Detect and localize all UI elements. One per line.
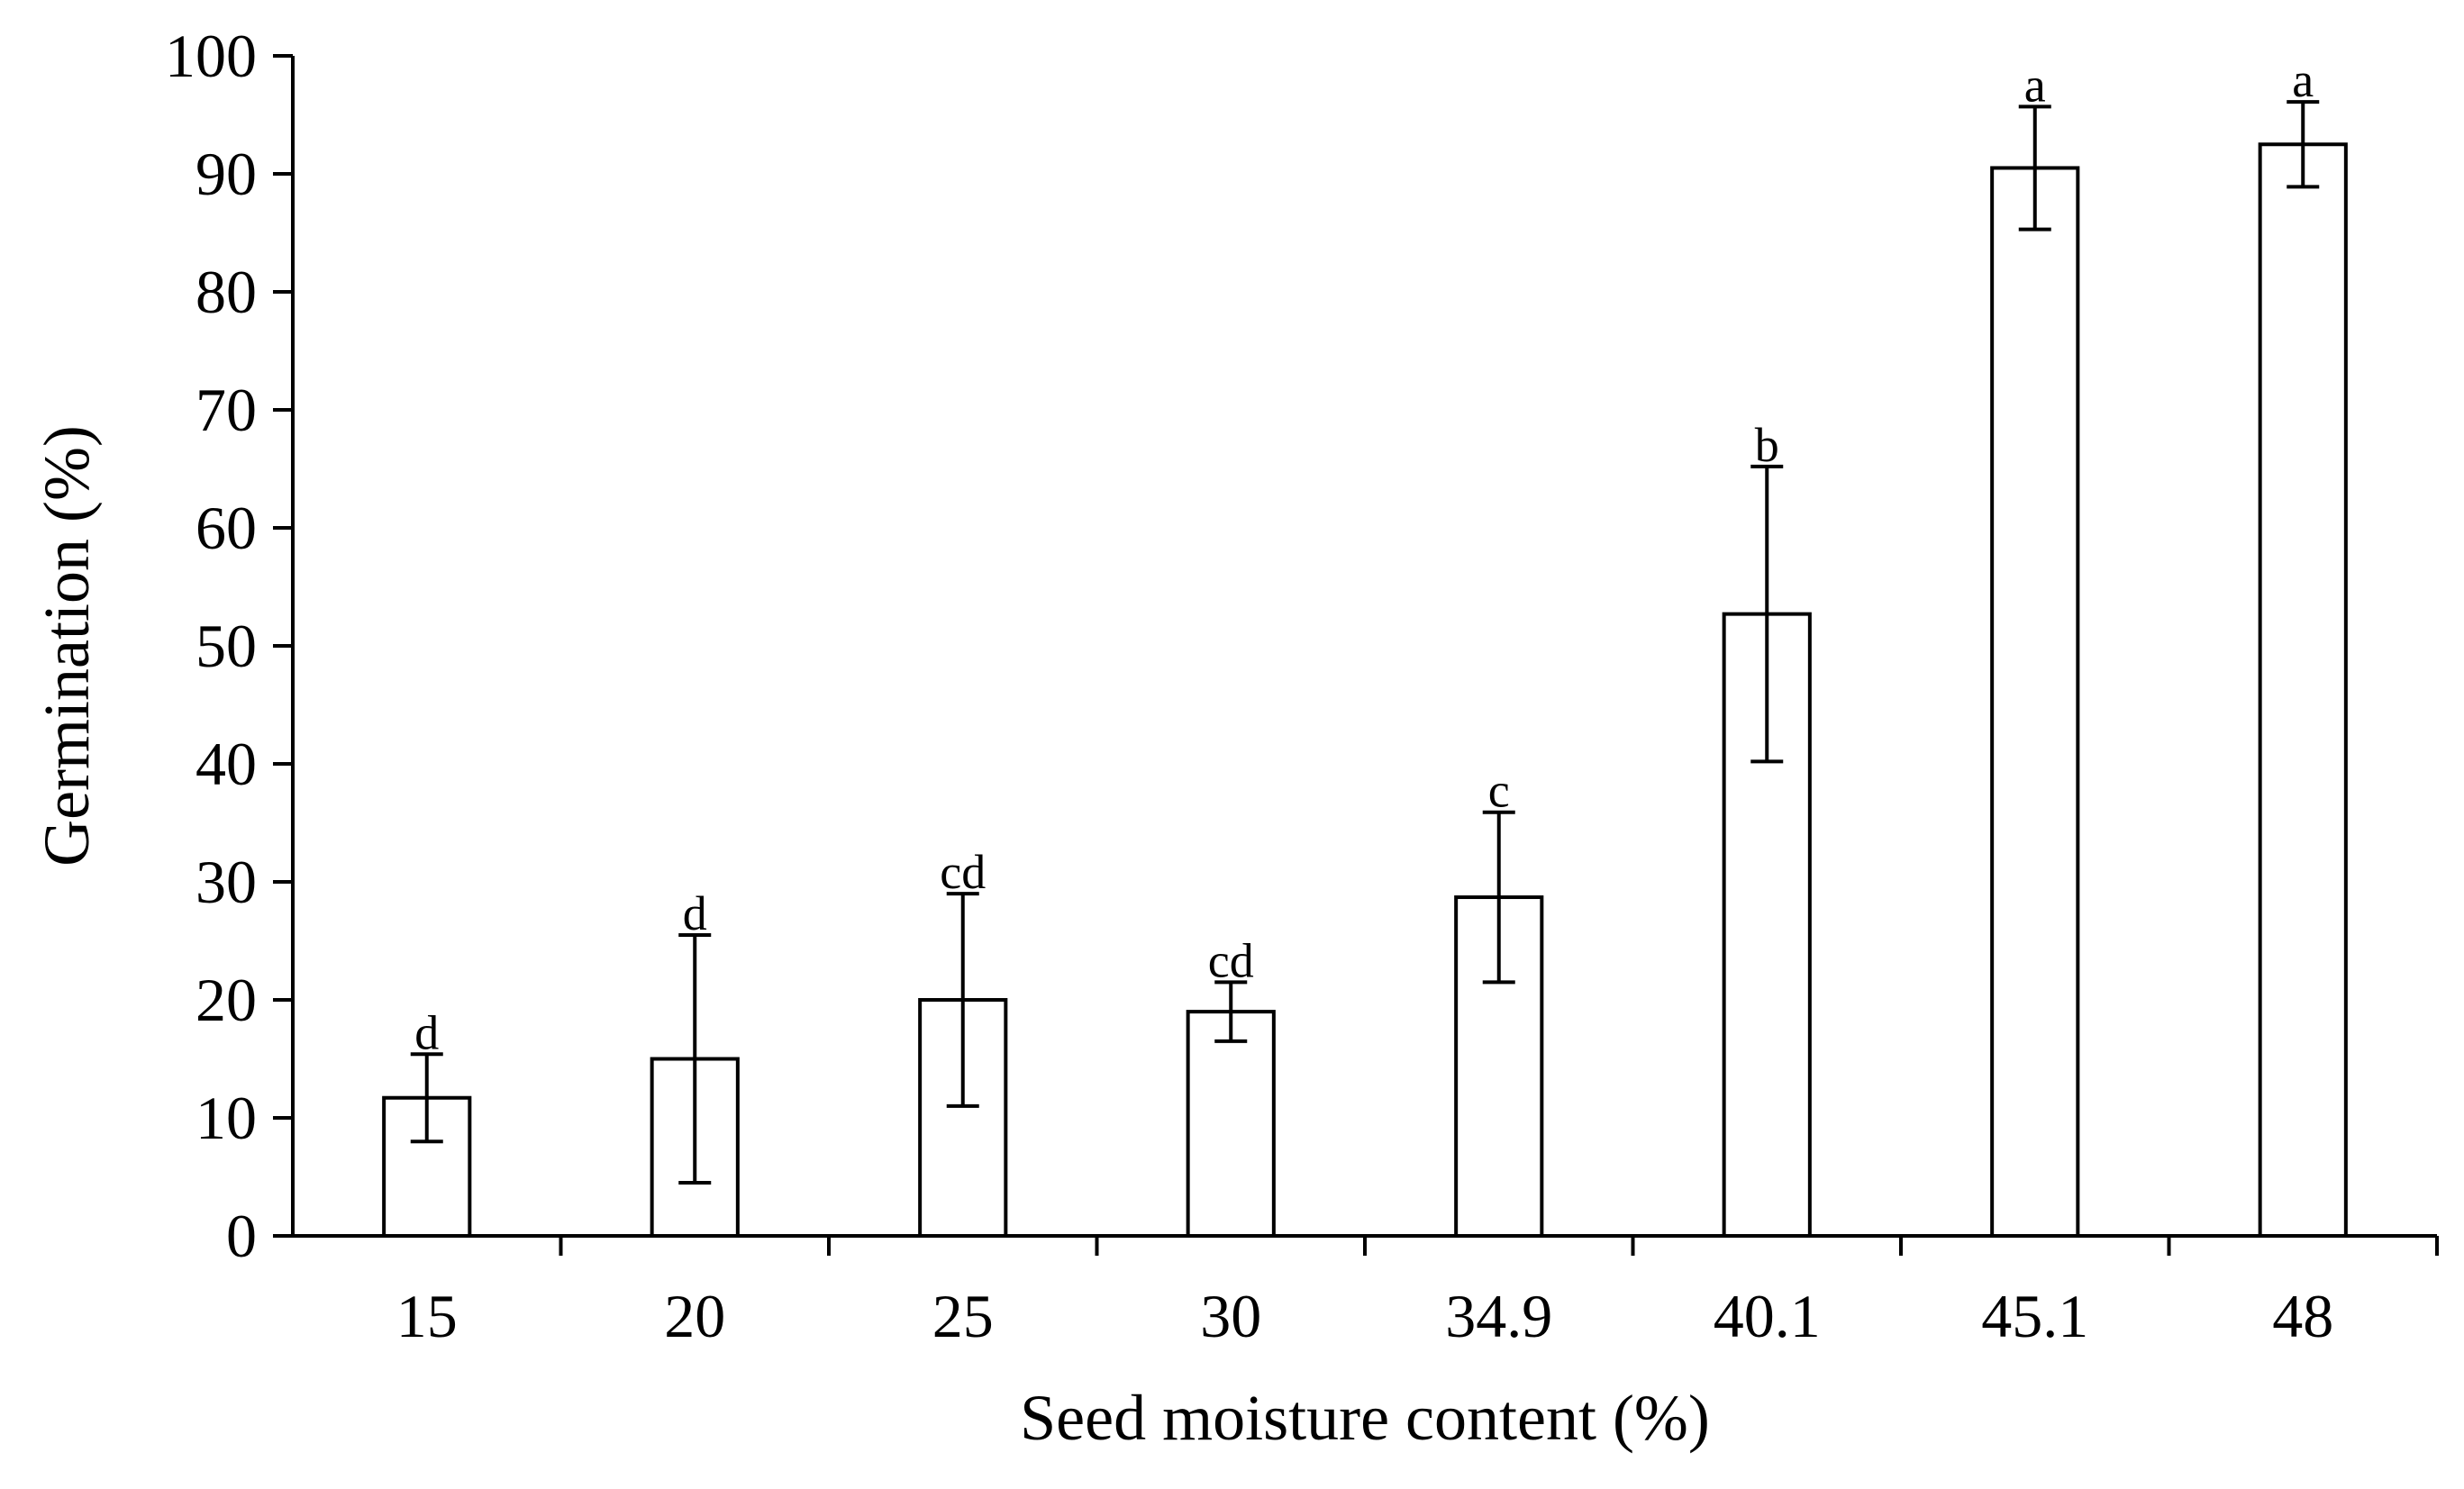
x-tick-label: 45.1	[1981, 1282, 2088, 1350]
y-tick-label: 20	[195, 966, 257, 1034]
significance-letter: c	[1488, 764, 1510, 818]
y-tick-label: 100	[165, 22, 257, 90]
significance-letter: cd	[1208, 933, 1254, 987]
x-tick-label: 48	[2272, 1282, 2333, 1350]
x-tick-label: 34.9	[1445, 1282, 1552, 1350]
x-tick-label: 25	[932, 1282, 994, 1350]
x-tick-label: 30	[1200, 1282, 1261, 1350]
y-axis-ticks: 0 10 20 30 40 50 60 70 80 90 100	[165, 22, 293, 1270]
bar	[2258, 142, 2348, 1238]
y-tick-label: 0	[226, 1202, 257, 1270]
x-axis-ticks: 15 20 25 30 34.9 40.1 45.1 48	[396, 1236, 2439, 1350]
significance-letter: d	[683, 886, 707, 940]
y-tick-label: 70	[195, 376, 257, 444]
bar	[1186, 1010, 1276, 1238]
y-tick-label: 10	[195, 1084, 257, 1152]
significance-letter: a	[2024, 58, 2046, 112]
significance-letter: a	[2292, 53, 2314, 107]
x-axis-title: Seed moisture content (%)	[1020, 1382, 1710, 1454]
significance-letter: cd	[940, 845, 986, 899]
bar	[1990, 166, 2080, 1239]
y-tick-label: 30	[195, 848, 257, 916]
y-axis-title: Germination (%)	[31, 425, 103, 867]
significance-letter: d	[414, 1005, 439, 1059]
y-tick-label: 90	[195, 140, 257, 208]
y-tick-label: 80	[195, 258, 257, 326]
axes-group	[291, 56, 2437, 1238]
y-tick-label: 50	[195, 612, 257, 680]
x-tick-label: 20	[664, 1282, 725, 1350]
significance-letter: b	[1755, 418, 1779, 472]
y-tick-label: 40	[195, 730, 257, 798]
x-tick-label: 15	[396, 1282, 458, 1350]
error-bars-group	[410, 100, 2320, 1185]
y-tick-label: 60	[195, 494, 257, 562]
bars-group	[382, 142, 2348, 1239]
x-tick-label: 40.1	[1714, 1282, 1821, 1350]
significance-letters-group: d d cd cd c b a a	[414, 53, 2314, 1059]
